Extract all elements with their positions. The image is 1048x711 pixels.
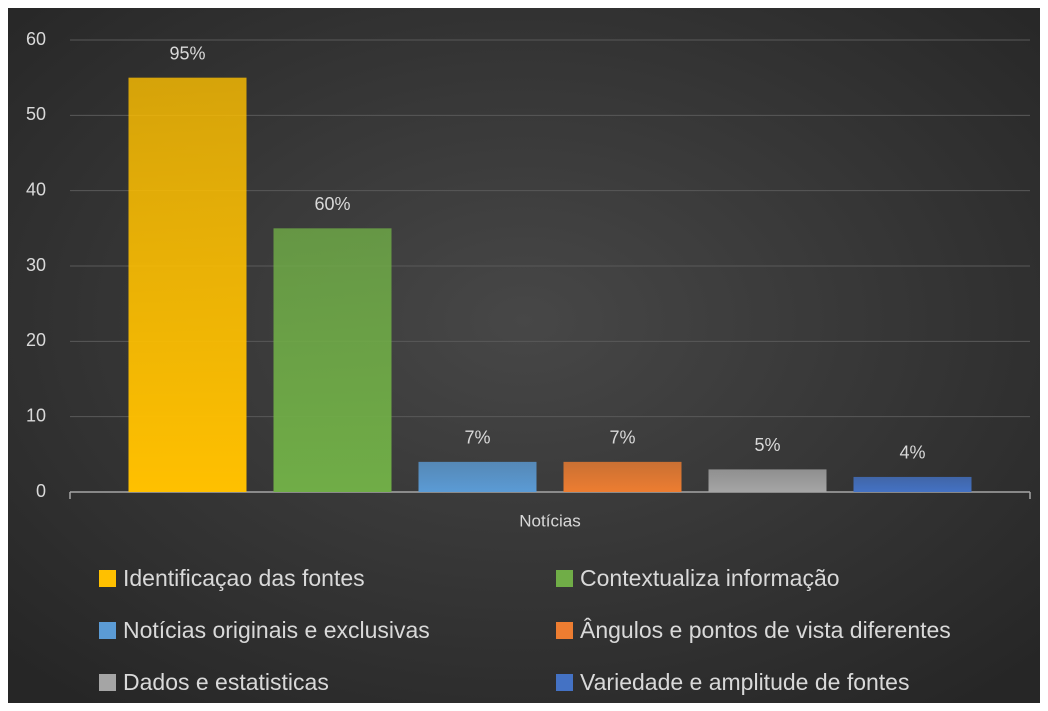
legend-label: Contextualiza informação bbox=[580, 565, 840, 591]
legend-swatch bbox=[556, 570, 573, 587]
bar bbox=[563, 461, 682, 492]
y-tick-label: 50 bbox=[26, 104, 46, 124]
bar bbox=[853, 476, 972, 492]
bar bbox=[273, 228, 392, 493]
y-tick-label: 10 bbox=[26, 405, 46, 425]
value-label: 7% bbox=[464, 428, 490, 448]
x-tick-label: Notícias bbox=[519, 511, 580, 530]
y-tick-label: 20 bbox=[26, 330, 46, 350]
value-label: 5% bbox=[754, 435, 780, 455]
bar bbox=[708, 469, 827, 492]
bar bbox=[128, 77, 247, 493]
value-label: 95% bbox=[169, 43, 205, 63]
y-tick-label: 40 bbox=[26, 179, 46, 199]
legend-swatch bbox=[99, 622, 116, 639]
y-tick-label: 0 bbox=[36, 481, 46, 501]
legend-label: Ângulos e pontos de vista diferentes bbox=[580, 617, 951, 643]
legend-label: Variedade e amplitude de fontes bbox=[580, 669, 909, 695]
y-tick-label: 30 bbox=[26, 255, 46, 275]
y-tick-label: 60 bbox=[26, 29, 46, 49]
bar bbox=[418, 461, 537, 492]
legend-swatch bbox=[99, 674, 116, 691]
legend-label: Dados e estatisticas bbox=[123, 669, 329, 695]
legend-swatch bbox=[99, 570, 116, 587]
value-label: 7% bbox=[609, 428, 635, 448]
legend-swatch bbox=[556, 622, 573, 639]
legend-label: Notícias originais e exclusivas bbox=[123, 617, 430, 643]
value-label: 60% bbox=[314, 194, 350, 214]
legend-swatch bbox=[556, 674, 573, 691]
legend-label: Identificaçao das fontes bbox=[123, 565, 365, 591]
value-label: 4% bbox=[899, 443, 925, 463]
